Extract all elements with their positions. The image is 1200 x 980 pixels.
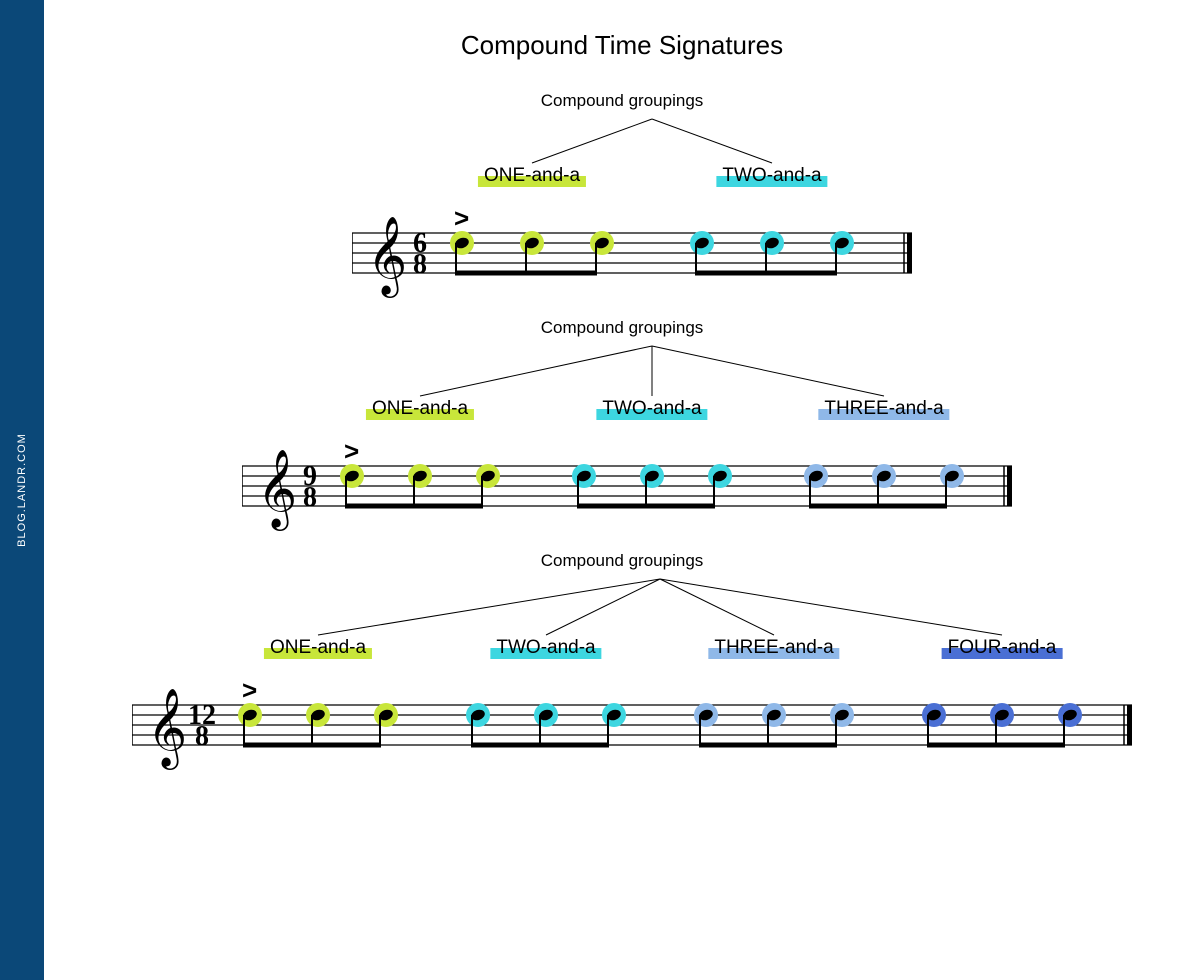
accent-mark: > [242,675,257,706]
beat-label-highlight [264,648,372,659]
staff-svg: 𝄞 12 8 [132,675,1132,775]
groupings-label: Compound groupings [44,551,1200,571]
beat-label-text: ONE-and-a [268,637,368,659]
sections-host: Compound groupingsONE-and-aTWO-and-a>𝄞 6… [44,91,1200,780]
svg-text:8: 8 [303,482,317,513]
beat-label-text: THREE-and-a [822,398,945,420]
beat-label-text: THREE-and-a [712,637,835,659]
groupings-label: Compound groupings [44,91,1200,111]
beat-label: TWO-and-a [494,637,597,659]
svg-text:8: 8 [413,249,427,280]
beat-label-highlight [490,648,601,659]
staff: >𝄞 9 8 [242,436,1012,541]
staff: >𝄞 12 8 [132,675,1132,780]
beat-label-highlight [818,409,949,420]
beat-label-highlight [596,409,707,420]
beat-label-text: ONE-and-a [482,165,582,187]
section-6-8: Compound groupings ONE-and-a TWO-and-a >𝄞 6… [44,91,1200,308]
beat-label-highlight [942,648,1063,659]
beat-label-text: FOUR-and-a [946,637,1059,659]
beat-labels-row: ONE-and-a TWO-and-a [44,165,1200,195]
bracket [44,577,1200,637]
bracket [44,344,1200,398]
beat-label: ONE-and-a [370,398,470,420]
sidebar-brand-text: BLOG.LANDR.COM [16,433,28,547]
svg-text:8: 8 [195,721,209,752]
staff-svg: 𝄞 6 8 [352,203,912,303]
section-12-8: Compound groupings ONE-and-a TWO-and-a THRE… [44,551,1200,780]
beat-label: ONE-and-a [482,165,582,187]
accent-mark: > [344,436,359,467]
svg-text:𝄞: 𝄞 [147,689,187,770]
page-title: Compound Time Signatures [44,30,1200,61]
section-9-8: Compound groupings ONE-and-a TWO-and-a THRE… [44,318,1200,541]
beat-label-highlight [478,176,586,187]
beat-label-highlight [708,648,839,659]
groupings-label: Compound groupings [44,318,1200,338]
beat-label-text: TWO-and-a [720,165,823,187]
svg-text:𝄞: 𝄞 [257,450,297,531]
beat-label-highlight [716,176,827,187]
beat-label-highlight [366,409,474,420]
beat-label: THREE-and-a [822,398,945,420]
beat-label: TWO-and-a [720,165,823,187]
accent-mark: > [454,203,469,234]
beat-labels-row: ONE-and-a TWO-and-a THREE-and-a [44,398,1200,428]
beat-label: ONE-and-a [268,637,368,659]
bracket [44,117,1200,165]
beat-label-text: ONE-and-a [370,398,470,420]
sidebar: BLOG.LANDR.COM [0,0,44,980]
content: Compound Time Signatures Compound groupi… [44,0,1200,980]
svg-text:𝄞: 𝄞 [367,217,407,298]
beat-label: TWO-and-a [600,398,703,420]
staff: >𝄞 6 8 [352,203,912,308]
beat-label: THREE-and-a [712,637,835,659]
beat-labels-row: ONE-and-a TWO-and-a THREE-and-a FOUR-and-a [44,637,1200,667]
beat-label-text: TWO-and-a [494,637,597,659]
beat-label-text: TWO-and-a [600,398,703,420]
beat-label: FOUR-and-a [946,637,1059,659]
